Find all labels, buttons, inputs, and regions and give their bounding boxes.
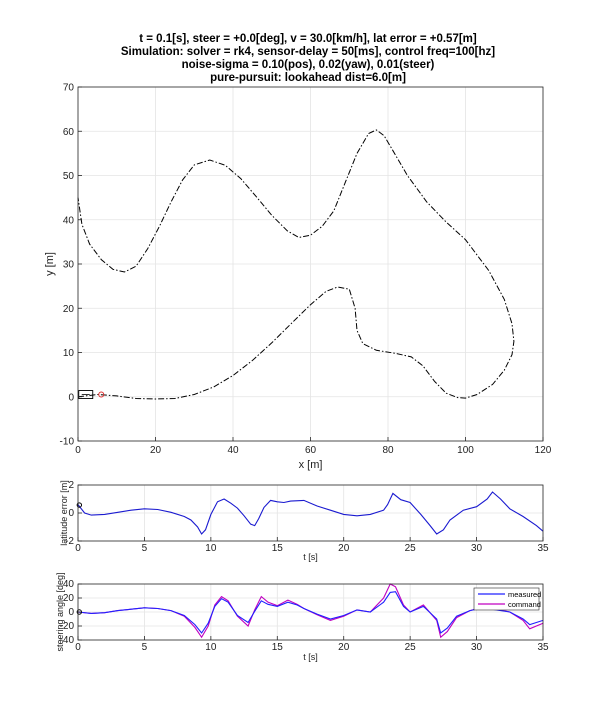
lat-error-xtick-label: 0	[75, 543, 81, 554]
steer-ytick-label: -40	[60, 635, 75, 646]
trajectory-xtick-label: 120	[535, 445, 552, 456]
steer-ytick-label: -20	[60, 621, 75, 632]
steer-legend: measured command	[473, 587, 541, 611]
trajectory-ytick-label: 40	[63, 215, 75, 226]
lat-error-ticks: 0 5 10 15 20 25 30 35-202	[65, 480, 549, 554]
trajectory-xtick-label: 60	[305, 445, 317, 456]
trajectory-ylabel: y [m]	[44, 252, 56, 276]
vehicle-body	[78, 390, 94, 399]
lat-error-xtick-label: 10	[205, 543, 217, 554]
trajectory-ytick-label: 0	[68, 392, 74, 403]
lat-error-ytick-label: 0	[68, 508, 74, 519]
trajectory-ytick-label: 30	[63, 260, 75, 271]
lookahead-target-marker	[98, 391, 105, 398]
figure-title: t = 0.1[s], steer = +0.0[deg], v = 30.0[…	[121, 33, 495, 84]
trajectory-path-line	[77, 129, 515, 400]
title-line-1: t = 0.1[s], steer = +0.0[deg], v = 30.0[…	[139, 33, 477, 45]
steer-ytick-label: 0	[68, 607, 74, 618]
trajectory-ytick-label: 10	[63, 348, 75, 359]
lat-error-series	[76, 491, 544, 535]
trajectory-ytick-label: 20	[63, 304, 75, 315]
steer-xtick-label: 20	[338, 642, 350, 653]
trajectory-path	[77, 129, 515, 400]
steer-xlabel: t [s]	[303, 652, 318, 662]
trajectory-xtick-label: 40	[227, 445, 239, 456]
steer-xtick-label: 0	[75, 642, 81, 653]
steer-measured-line	[77, 591, 544, 634]
lat-error-xtick-label: 5	[142, 543, 148, 554]
steer-xtick-label: 10	[205, 642, 217, 653]
trajectory-ytick-label: 70	[63, 83, 75, 94]
trajectory-ytick-label: 60	[63, 127, 75, 138]
title-line-2: Simulation: solver = rk4, sensor-delay =…	[121, 46, 495, 58]
lat-error-ytick-label: 2	[68, 480, 74, 491]
trajectory-xtick-label: 100	[457, 445, 474, 456]
trajectory-ytick-label: 50	[63, 171, 75, 182]
lat-error-xtick-label: 35	[537, 543, 549, 554]
steer-ytick-label: 20	[63, 593, 75, 604]
steer-xtick-label: 5	[142, 642, 148, 653]
lat-error-line	[77, 491, 544, 535]
legend-label-command: command	[508, 600, 541, 609]
steer-ylabel: steering angle [deg]	[55, 572, 65, 651]
steer-xtick-label: 25	[405, 642, 417, 653]
trajectory-xlabel: x [m]	[299, 459, 323, 471]
lat-error-xtick-label: 25	[405, 543, 417, 554]
trajectory-xtick-label: 80	[382, 445, 394, 456]
lat-error-xtick-label: 20	[338, 543, 350, 554]
trajectory-xtick-label: 0	[75, 445, 81, 456]
lat-error-xtick-label: 15	[272, 543, 284, 554]
steer-xtick-label: 15	[272, 642, 284, 653]
steer-ytick-label: 40	[63, 579, 75, 590]
legend-label-measured: measured	[508, 590, 541, 599]
title-line-3: noise-sigma = 0.10(pos), 0.02(yaw), 0.01…	[182, 59, 435, 71]
trajectory-xtick-label: 20	[150, 445, 162, 456]
lat-error-ylabel: latitude error [m]	[59, 480, 69, 546]
latitude-error-plot: 0 5 10 15 20 25 30 35-202 t [s] latitude error …	[59, 480, 549, 562]
lat-error-ytick-label: -2	[65, 536, 74, 547]
lat-error-xlabel: t [s]	[303, 552, 318, 562]
lat-error-xtick-label: 30	[471, 543, 483, 554]
trajectory-markers	[78, 390, 105, 399]
trajectory-ytick-label: -10	[60, 437, 75, 448]
steer-xtick-label: 35	[537, 642, 549, 653]
steer-xtick-label: 30	[471, 642, 483, 653]
lat-error-current-marker	[76, 502, 83, 508]
title-line-4: pure-pursuit: lookahead dist=6.0[m]	[210, 72, 406, 84]
